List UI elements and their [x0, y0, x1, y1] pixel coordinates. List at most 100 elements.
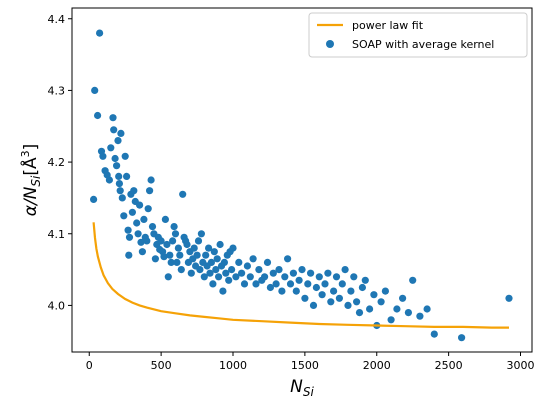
scatter-point [240, 280, 249, 288]
scatter-point [278, 287, 286, 295]
scatter-point [263, 258, 272, 266]
scatter-point [393, 305, 401, 313]
scatter-point [272, 280, 280, 288]
scatter-point [170, 223, 178, 231]
scatter-point [344, 301, 352, 309]
scatter-point [197, 230, 205, 238]
scatter-point [355, 309, 364, 317]
scatter-point [173, 258, 181, 266]
scatter-point [430, 330, 438, 338]
scatter-point [99, 152, 107, 160]
scatter-point [207, 258, 215, 266]
scatter-point [281, 273, 289, 281]
scatter-point [232, 273, 240, 281]
scatter-point [315, 273, 323, 281]
scatter-point [166, 251, 174, 259]
scatter-point [164, 273, 172, 281]
scatter-point [213, 255, 221, 263]
scatter-point [177, 266, 185, 274]
legend-label-soap: SOAP with average kernel [352, 38, 494, 51]
scatter-point [312, 283, 320, 292]
scatter-point [125, 233, 134, 241]
scatter-point [193, 251, 201, 259]
scatter-point [143, 237, 151, 245]
legend: power law fit SOAP with average kernel [308, 12, 528, 58]
scatter-point [275, 266, 283, 274]
scatter-point [335, 294, 343, 302]
scatter-point [209, 280, 217, 288]
x-axis-label: NSi [290, 377, 314, 399]
scatter-point [200, 273, 208, 281]
x-tick-label: 0 [86, 359, 93, 372]
scatter-point [222, 269, 230, 277]
scatter-point [111, 154, 119, 163]
scatter-point [269, 269, 277, 277]
x-tick-label: 500 [151, 359, 172, 372]
x-tick-label: 3000 [507, 359, 535, 372]
scatter-point [210, 248, 218, 256]
scatter-point [341, 266, 349, 274]
scatter-point [404, 309, 412, 317]
scatter-point [304, 280, 312, 288]
scatter-point [423, 305, 431, 313]
scatter-point [123, 172, 131, 180]
scatter-point [381, 287, 389, 295]
scatter-point [219, 287, 227, 295]
scatter-point [113, 162, 121, 170]
scatter-point [338, 280, 346, 288]
scatter-point [505, 294, 513, 302]
scatter-point [163, 240, 171, 249]
scatter-point [190, 244, 198, 252]
scatter-point [255, 266, 263, 274]
scatter-point [309, 301, 318, 309]
y-tick-label: 4.1 [48, 228, 66, 241]
x-axis: 0 500 1000 1500 2000 2500 3000 [86, 352, 535, 372]
x-tick-label: 2500 [435, 359, 463, 372]
scatter-point [261, 273, 269, 281]
scatter-point [107, 144, 115, 152]
scatter-point [118, 194, 126, 202]
scatter-point [330, 287, 338, 295]
scatter-point [116, 187, 124, 195]
axes-frame [71, 7, 533, 353]
scatter-point [144, 205, 152, 213]
scatter-point [96, 29, 104, 37]
scatter-point [286, 280, 295, 288]
scatter-point [416, 312, 424, 320]
scatter-point [115, 172, 123, 180]
plot-area [90, 29, 513, 342]
scatter-point [128, 208, 136, 216]
scatter-point [124, 226, 132, 234]
scatter-point [115, 180, 123, 188]
scatter-point [235, 258, 243, 266]
power-law-fit-line [92, 222, 509, 329]
scatter-point [307, 269, 315, 277]
scatter-point [370, 291, 378, 299]
scatter-point [399, 294, 407, 302]
scatter-point [91, 86, 99, 94]
scatter-point [202, 251, 210, 259]
scatter-point [117, 129, 125, 137]
scatter-point [361, 276, 369, 284]
x-tick-label: 2000 [363, 359, 391, 372]
scatter-point [220, 258, 228, 266]
scatter-point [458, 334, 466, 342]
y-axis-label: α/NSi[Å3] [19, 144, 43, 217]
scatter-point [252, 280, 260, 288]
scatter-point [216, 240, 224, 249]
scatter-point [292, 287, 300, 295]
scatter-point [110, 126, 118, 134]
scatter-point [350, 273, 358, 281]
scatter-point [179, 190, 187, 198]
scatter-point [212, 266, 220, 274]
scatter-point [377, 298, 385, 306]
y-axis: 4.0 4.1 4.2 4.3 4.4 [48, 13, 72, 312]
y-tick-label: 4.4 [48, 13, 66, 26]
scatter-point [121, 152, 129, 160]
scatter-point [169, 237, 177, 245]
scatter-point [171, 230, 180, 238]
scatter-point [327, 298, 335, 306]
scatter-point [147, 176, 155, 184]
scatter-point [136, 201, 144, 209]
